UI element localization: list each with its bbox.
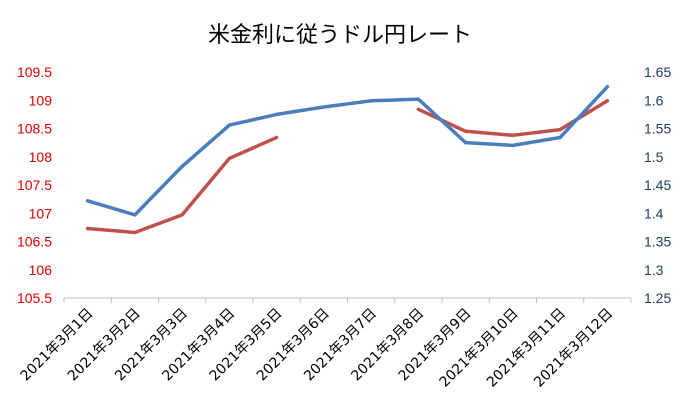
left-tick-label: 106 [29,262,53,278]
series-line-1 [85,99,610,235]
right-axis-ticks: 1.25 1.3 1.35 1.4 1.45 1.5 1.55 1.6 1.65 [644,64,671,306]
right-tick-label: 1.4 [644,205,664,221]
right-tick-label: 1.25 [644,290,671,306]
left-axis-ticks: 105.5 106 106.5 107 107.5 108 108.5 109 109.5 [17,64,52,306]
chart-title: 米金利に従うドル円レート [208,23,472,48]
right-tick-label: 1.45 [644,177,671,193]
x-axis-ticks: 2021年3月1日2021年3月2日2021年3月3日2021年3月4日2021… [18,306,617,391]
left-tick-label: 109 [29,92,53,108]
right-tick-label: 1.3 [644,262,664,278]
left-tick-label: 108.5 [17,121,52,137]
left-tick-label: 107.5 [17,177,52,193]
left-tick-label: 107 [29,205,53,221]
right-tick-label: 1.55 [644,121,671,137]
series-group [85,84,610,235]
right-tick-label: 1.35 [644,234,671,250]
series-line-2 [85,84,610,217]
left-tick-label: 106.5 [17,234,52,250]
left-tick-label: 105.5 [17,290,52,306]
right-tick-label: 1.6 [644,92,664,108]
right-tick-label: 1.65 [644,64,671,80]
right-tick-label: 1.5 [644,149,664,165]
left-tick-label: 109.5 [17,64,52,80]
axes [63,297,632,303]
left-tick-label: 108 [29,149,53,165]
